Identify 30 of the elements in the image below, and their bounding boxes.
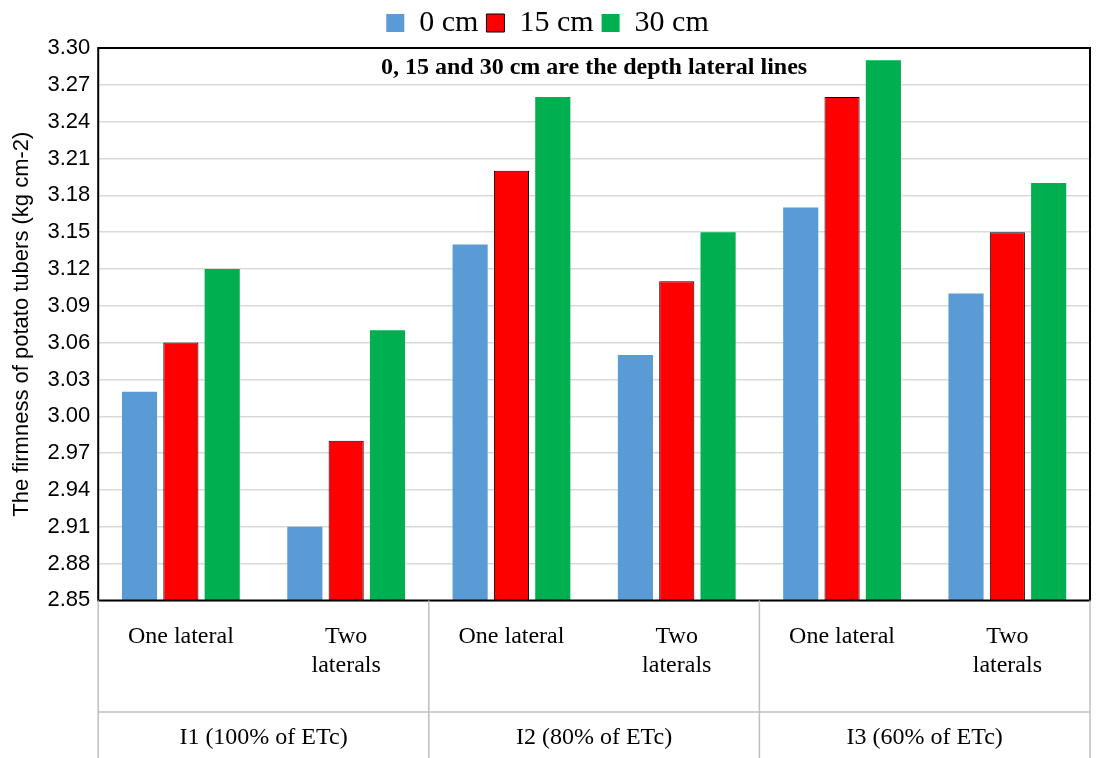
y-tick-label: 3.18 [47, 181, 91, 207]
y-tick-label: 3.00 [47, 402, 91, 428]
y-tick-label: 3.09 [47, 291, 91, 317]
y-tick-label: 3.12 [47, 255, 91, 281]
y-tick-label: 2.91 [47, 512, 91, 538]
y-tick-label: 3.03 [47, 365, 91, 391]
y-axis-title: The firmness of potato tubers (kg cm-2) [8, 131, 34, 517]
legend-label: 30 cm [634, 3, 709, 37]
y-tick-label: 2.97 [47, 439, 91, 465]
y-tick-label: 3.24 [47, 107, 91, 133]
legend-label: 15 cm [519, 3, 594, 37]
y-tick-label: 3.30 [47, 34, 91, 60]
x-tick-label: One lateral [127, 622, 235, 649]
text: I2 (80% of ETc) [515, 723, 673, 750]
x-tick-label: One lateral [458, 622, 565, 649]
y-tick-label: 3.15 [47, 218, 91, 244]
x-tick-label: Two laterals [311, 622, 381, 677]
annotation: 0, 15 and 30 cm are the depth lateral lines [381, 53, 808, 80]
y-tick-label: 3.06 [47, 328, 91, 354]
y-tick-label: 3.27 [47, 70, 91, 96]
text: I1 (100% of ETc) [179, 723, 348, 750]
x-tick-label: Two laterals [642, 622, 712, 677]
text: I3 (60% of ETc) [846, 723, 1003, 750]
x-tick-label: One lateral [789, 622, 896, 649]
y-tick-label: 2.85 [47, 586, 91, 612]
y-tick-label: 3.21 [47, 144, 91, 170]
legend-label: 0 cm [419, 3, 479, 37]
y-tick-label: 2.94 [47, 475, 91, 501]
y-tick-label: 2.88 [47, 549, 91, 575]
x-tick-label: Two laterals [972, 622, 1042, 677]
